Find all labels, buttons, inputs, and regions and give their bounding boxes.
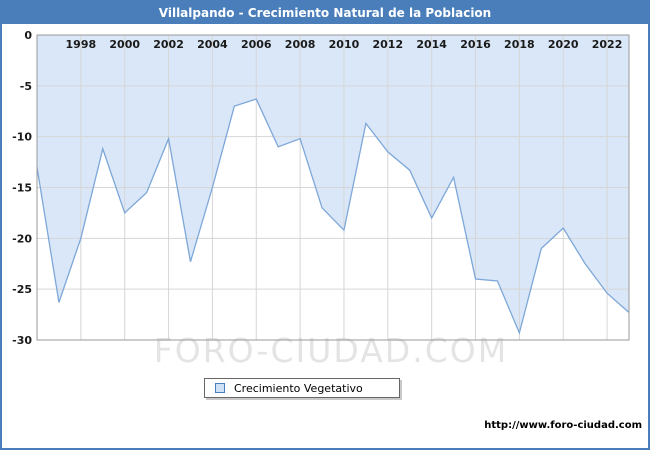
series-area — [37, 35, 629, 333]
y-tick-label: -30 — [12, 334, 32, 347]
y-tick-label: 0 — [24, 29, 32, 42]
series-line — [36, 98, 630, 335]
x-tick-label: 2010 — [329, 38, 360, 51]
x-tick-label: 2006 — [241, 38, 272, 51]
y-tick-label: -25 — [12, 283, 32, 296]
x-tick-label: 2002 — [153, 38, 184, 51]
y-tick-label: -5 — [20, 80, 32, 93]
chart-title: Villalpando - Crecimiento Natural de la … — [158, 6, 492, 20]
x-tick-label: 2000 — [109, 38, 140, 51]
y-tick-label: -15 — [12, 182, 32, 195]
legend: Crecimiento Vegetativo — [204, 378, 400, 398]
chart-title-bar: Villalpando - Crecimiento Natural de la … — [2, 2, 648, 24]
x-tick-label: 2008 — [285, 38, 316, 51]
y-tick-label: -20 — [12, 232, 32, 245]
y-tick-label: -10 — [12, 131, 32, 144]
x-tick-label: 1998 — [66, 38, 97, 51]
legend-label: Crecimiento Vegetativo — [234, 381, 363, 395]
x-tick-label: 2012 — [373, 38, 404, 51]
plot-border — [36, 34, 630, 341]
x-tick-label: 2020 — [548, 38, 579, 51]
x-tick-label: 2022 — [592, 38, 623, 51]
x-tick-label: 2018 — [504, 38, 535, 51]
legend-swatch-icon — [215, 383, 225, 393]
x-tick-label: 2014 — [416, 38, 447, 51]
footer-url-link[interactable]: http://www.foro-ciudad.com — [484, 420, 642, 431]
x-tick-label: 2016 — [460, 38, 491, 51]
x-tick-label: 2004 — [197, 38, 228, 51]
